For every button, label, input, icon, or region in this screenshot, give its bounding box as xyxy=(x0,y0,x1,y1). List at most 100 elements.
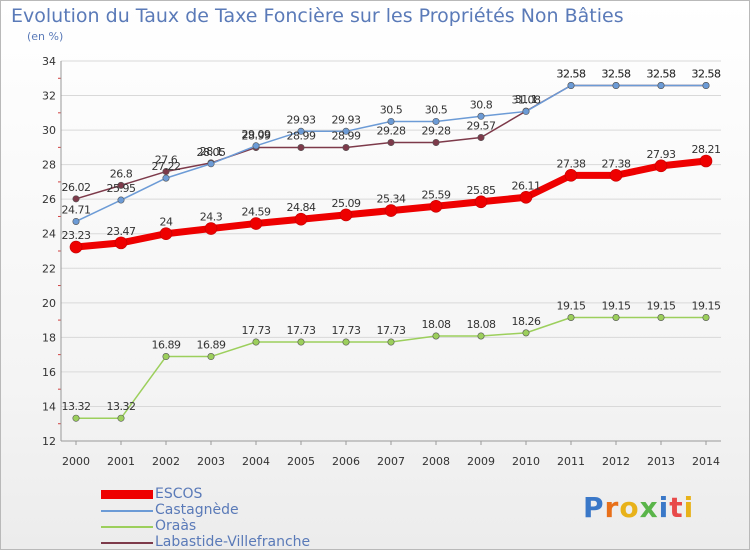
data-point xyxy=(159,227,173,241)
data-label: 30.5 xyxy=(380,103,403,116)
data-label: 30.5 xyxy=(425,103,448,116)
data-point xyxy=(432,332,440,340)
data-label: 18.26 xyxy=(512,315,541,328)
data-label: 26.02 xyxy=(62,181,91,194)
data-label: 26.8 xyxy=(110,167,133,180)
data-point xyxy=(252,142,260,150)
data-point xyxy=(72,414,80,422)
data-label: 16.89 xyxy=(197,339,226,352)
data-point xyxy=(477,134,485,142)
unit-label: (en %) xyxy=(27,30,64,43)
data-label: 27.38 xyxy=(602,157,631,170)
x-tick-label: 2009 xyxy=(467,455,495,468)
data-point xyxy=(252,338,260,346)
data-label: 17.73 xyxy=(332,324,361,337)
data-label: 18.08 xyxy=(467,318,496,331)
data-label: 32.58 xyxy=(557,68,586,81)
data-point xyxy=(612,82,620,90)
data-point xyxy=(699,154,713,168)
data-point xyxy=(387,338,395,346)
data-point xyxy=(249,217,263,230)
data-label: 19.15 xyxy=(692,300,721,313)
legend-label: Castagnède xyxy=(155,502,239,518)
data-point xyxy=(387,139,395,147)
data-label: 19.15 xyxy=(602,300,631,313)
data-label: 27.6 xyxy=(155,154,178,167)
legend-swatch xyxy=(101,490,153,499)
data-label: 28.99 xyxy=(287,130,316,143)
data-point xyxy=(564,169,578,182)
data-point xyxy=(117,414,125,422)
data-point xyxy=(117,196,125,204)
data-label: 26.11 xyxy=(512,179,541,192)
data-label: 17.73 xyxy=(242,324,271,337)
legend-swatch xyxy=(101,510,153,512)
x-tick-label: 2003 xyxy=(197,455,225,468)
data-point xyxy=(567,313,575,321)
y-tick-label: 16 xyxy=(42,366,56,379)
data-label: 24.71 xyxy=(62,203,91,216)
data-label: 29.57 xyxy=(467,120,496,133)
data-point xyxy=(294,212,308,226)
data-point xyxy=(609,169,623,182)
data-point xyxy=(654,159,668,173)
legend-swatch xyxy=(101,542,153,544)
data-point xyxy=(657,82,665,90)
data-label: 25.09 xyxy=(332,197,361,210)
data-point xyxy=(207,160,215,168)
data-point xyxy=(342,144,350,152)
data-label: 23.23 xyxy=(62,229,91,242)
data-point xyxy=(567,82,575,90)
y-tick-label: 26 xyxy=(42,193,56,206)
data-point xyxy=(477,332,485,340)
x-tick-label: 2014 xyxy=(692,455,720,468)
data-label: 32.58 xyxy=(602,68,631,81)
x-tick-label: 2004 xyxy=(242,455,270,468)
x-tick-label: 2011 xyxy=(557,455,585,468)
data-point xyxy=(162,174,170,182)
data-label: 25.95 xyxy=(107,182,136,195)
data-point xyxy=(204,222,218,235)
data-label: 32.58 xyxy=(557,68,586,81)
data-label: 24.84 xyxy=(287,201,316,214)
data-point xyxy=(432,139,440,147)
data-point xyxy=(429,199,443,213)
y-tick-label: 12 xyxy=(42,435,56,448)
data-label: 29.28 xyxy=(377,125,406,138)
data-label: 23.47 xyxy=(107,225,136,238)
data-label: 19.15 xyxy=(647,300,676,313)
data-label: 19.15 xyxy=(557,300,586,313)
proxiti-logo: Proxiti xyxy=(583,491,695,524)
data-point xyxy=(114,236,128,250)
data-label: 24 xyxy=(160,216,173,229)
data-label: 16.89 xyxy=(152,339,181,352)
x-tick-label: 2002 xyxy=(152,455,180,468)
x-tick-label: 2013 xyxy=(647,455,675,468)
data-point xyxy=(384,204,398,217)
legend-label: Oraàs xyxy=(155,518,197,534)
y-tick-label: 18 xyxy=(42,331,56,344)
data-label: 29.28 xyxy=(422,125,451,138)
data-label: 31.08 xyxy=(512,93,541,106)
y-tick-label: 24 xyxy=(42,228,56,241)
data-point xyxy=(657,313,665,321)
data-point xyxy=(474,195,488,209)
data-label: 32.58 xyxy=(692,68,721,81)
data-point xyxy=(297,144,305,152)
x-tick-label: 2005 xyxy=(287,455,315,468)
y-tick-label: 28 xyxy=(42,159,56,172)
data-label: 18.08 xyxy=(422,318,451,331)
data-label: 13.32 xyxy=(62,400,91,413)
data-label: 32.58 xyxy=(647,68,676,81)
data-label: 28.99 xyxy=(332,130,361,143)
data-point xyxy=(342,338,350,346)
data-point xyxy=(702,313,710,321)
x-tick-label: 2008 xyxy=(422,455,450,468)
y-tick-label: 32 xyxy=(42,90,56,103)
data-label: 31.1 xyxy=(515,93,538,106)
data-point xyxy=(522,107,530,115)
data-label: 27.93 xyxy=(647,148,676,161)
data-point xyxy=(519,190,533,204)
chart-title: Evolution du Taux de Taxe Foncière sur l… xyxy=(11,5,624,27)
